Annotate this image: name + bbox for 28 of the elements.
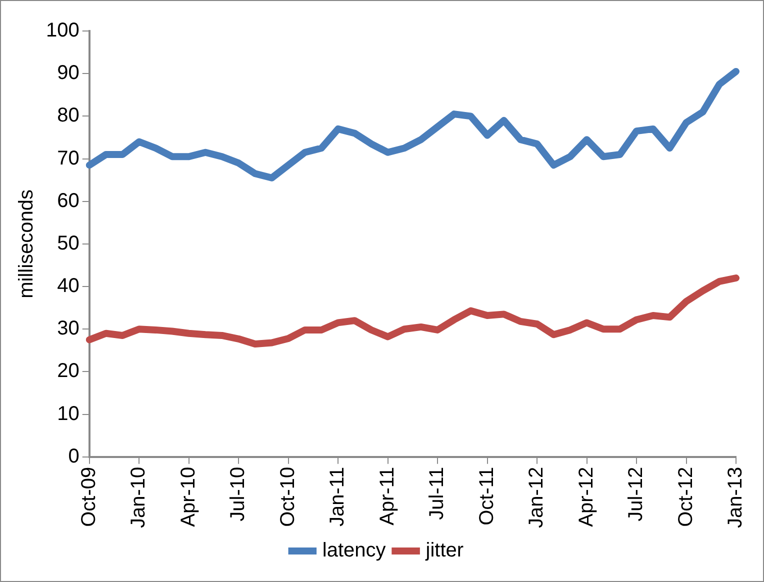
legend-label: jitter: [424, 540, 464, 562]
y-axis-title: milliseconds: [16, 189, 38, 298]
y-tick-label: 30: [57, 318, 80, 340]
x-tick-label: Apr-12: [575, 466, 598, 527]
legend-label: latency: [322, 540, 386, 562]
x-tick-label: Oct-11: [476, 466, 498, 526]
y-tick-label: 10: [57, 402, 80, 425]
x-tick-label: Jul-11: [426, 466, 448, 520]
x-tick-label: Jul-10: [227, 466, 250, 522]
x-tick-label: Oct-10: [276, 466, 299, 527]
y-tick-label: 100: [46, 20, 80, 42]
y-tick-label: 90: [57, 62, 80, 84]
y-tick-label: 40: [57, 275, 80, 298]
y-tick-label: 0: [68, 445, 80, 468]
y-tick-label: 50: [57, 232, 80, 254]
y-tick-label: 60: [57, 190, 80, 212]
x-tick-label: Apr-10: [177, 466, 200, 527]
y-tick-label: 20: [57, 360, 80, 382]
x-tick-label: Oct-12: [674, 466, 697, 527]
x-tick-label: Jan-13: [724, 466, 747, 528]
x-tick-label: Oct-09: [78, 466, 100, 527]
y-tick-label: 70: [57, 147, 80, 170]
x-tick-label: Jan-10: [128, 466, 150, 528]
x-tick-label: Apr-11: [376, 466, 398, 526]
x-tick-label: Jan-11: [326, 466, 349, 527]
x-tick-label: Jan-12: [526, 466, 548, 528]
y-tick-label: 80: [57, 104, 80, 127]
x-tick-label: Jul-12: [625, 466, 648, 522]
